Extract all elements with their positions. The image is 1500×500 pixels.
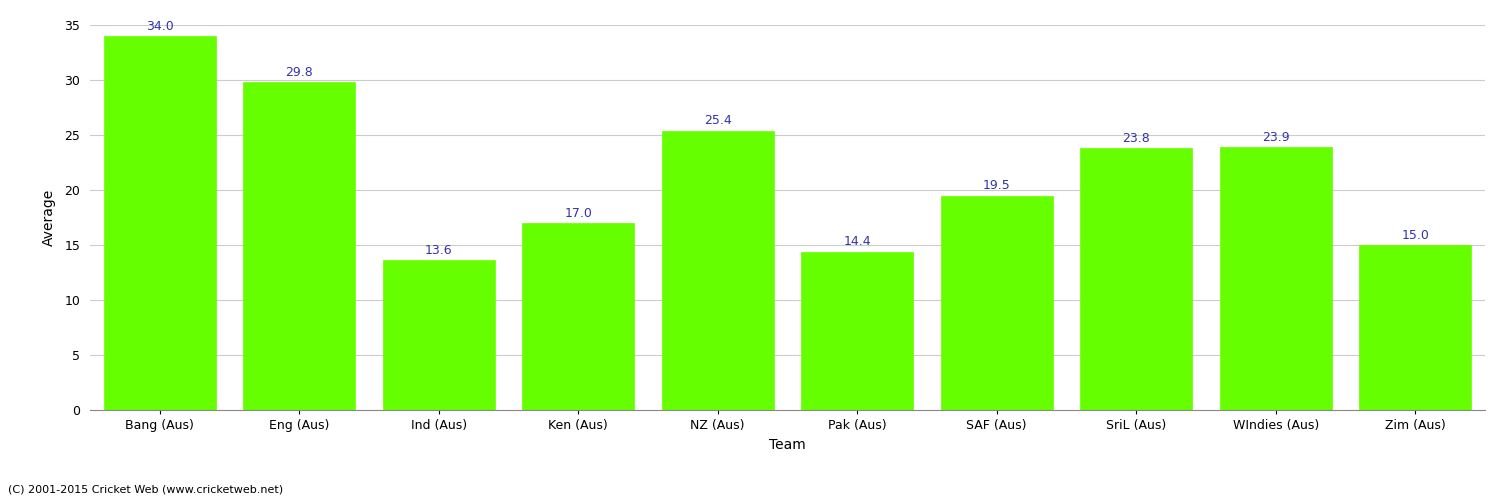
Text: (C) 2001-2015 Cricket Web (www.cricketweb.net): (C) 2001-2015 Cricket Web (www.cricketwe… bbox=[8, 485, 282, 495]
Text: 34.0: 34.0 bbox=[146, 20, 174, 32]
Bar bbox=[940, 196, 1053, 410]
Bar bbox=[1359, 245, 1472, 410]
Bar bbox=[1080, 148, 1192, 410]
Bar bbox=[1220, 147, 1332, 410]
Text: 15.0: 15.0 bbox=[1401, 228, 1429, 241]
Bar bbox=[382, 260, 495, 410]
Y-axis label: Average: Average bbox=[42, 189, 56, 246]
Text: 23.8: 23.8 bbox=[1122, 132, 1150, 145]
Text: 17.0: 17.0 bbox=[564, 206, 592, 220]
Text: 14.4: 14.4 bbox=[843, 236, 872, 248]
Bar bbox=[243, 82, 356, 410]
Bar bbox=[662, 130, 774, 410]
Text: 29.8: 29.8 bbox=[285, 66, 314, 79]
X-axis label: Team: Team bbox=[770, 438, 806, 452]
Bar bbox=[104, 36, 216, 410]
Text: 25.4: 25.4 bbox=[704, 114, 732, 128]
Bar bbox=[522, 223, 634, 410]
Text: 23.9: 23.9 bbox=[1262, 131, 1290, 144]
Text: 13.6: 13.6 bbox=[424, 244, 453, 257]
Text: 19.5: 19.5 bbox=[982, 179, 1011, 192]
Bar bbox=[801, 252, 913, 410]
